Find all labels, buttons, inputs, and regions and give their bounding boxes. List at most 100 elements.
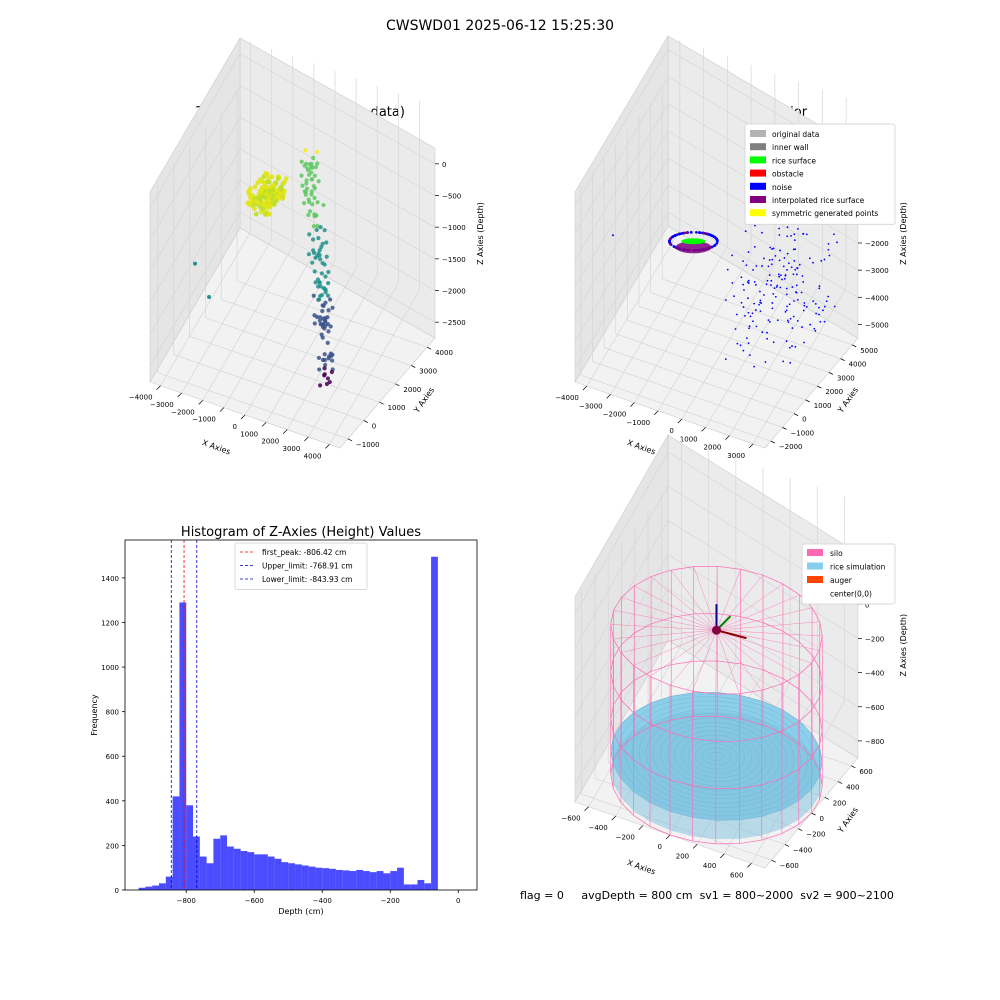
hist-bar [431, 556, 438, 890]
sim-silo-roof-rib [634, 585, 717, 631]
classify-z-gridline-left [574, 76, 669, 233]
classify-noise-point [809, 323, 812, 326]
raw-data-point [325, 321, 331, 327]
raw-data-point [312, 321, 317, 326]
raw-data-point [275, 176, 281, 182]
raw-y-gridline [221, 299, 412, 366]
raw-y-tick-label: 1000 [388, 404, 406, 412]
classify-ring-point [702, 231, 705, 235]
raw-z-tick-label: −2000 [442, 288, 466, 296]
classify-x-gridline [634, 246, 728, 403]
hist-y-tick-label: 200 [106, 842, 119, 850]
raw-data-point [330, 305, 335, 310]
classify-z-axis-label: Z Axies (Depth) [899, 202, 908, 265]
sim-y-tick-label: −200 [806, 831, 825, 839]
raw-x-tick-label: 4000 [304, 452, 322, 460]
classify-noise-point [748, 354, 751, 357]
classify-y-tick [793, 413, 799, 416]
classify-noise-point [800, 291, 803, 294]
classify-x-tick-label: 3000 [727, 452, 745, 460]
raw-z-gridline [239, 116, 436, 228]
raw-data-point [328, 351, 333, 356]
sim-auger-marker [712, 625, 721, 635]
raw-data-point [320, 260, 325, 266]
raw-data-point [306, 197, 311, 202]
classify-noise-point [755, 265, 758, 267]
raw-data-point [314, 213, 319, 218]
raw-z-gridline-left [149, 180, 241, 335]
sim-silo-roof-rib [692, 630, 717, 692]
classify-z-tick-label: −3000 [865, 267, 889, 275]
raw-z-gridline-left [149, 53, 241, 209]
raw-z-tick-label: 0 [442, 161, 446, 169]
raw-y-tick [379, 401, 384, 405]
classify-rice-surface [681, 238, 706, 245]
classify-noise-point [778, 259, 781, 262]
raw-x-tick [325, 444, 330, 449]
classify-noise-point [753, 365, 756, 368]
classify-noise-point [791, 327, 794, 329]
hist-y-axis-label: Frequency [90, 694, 99, 736]
classify-noise-point [778, 234, 781, 236]
sim-legend-label: rice simulation [830, 563, 886, 572]
classify-noise-point [761, 231, 763, 234]
classify-interpolated-surface [675, 241, 712, 254]
status-flag: flag = 0 [520, 889, 564, 902]
classify-noise-point [765, 283, 768, 286]
classify-noise-point [796, 227, 799, 230]
raw-data-point [258, 197, 263, 203]
raw-y-tick-label: 2000 [403, 386, 421, 394]
sim-silo-roof-rib [716, 583, 784, 631]
classify-noise-point [786, 252, 789, 255]
raw-data-point [266, 188, 272, 193]
classify-noise-point [771, 302, 774, 304]
classify-noise-point [812, 300, 815, 303]
status-sv1: sv1 = 800~2000 [699, 889, 794, 902]
raw-y-gridline [205, 317, 396, 385]
sim-silo-roof-rib [671, 569, 717, 631]
raw-data-point [322, 316, 328, 321]
raw-data-point [310, 202, 315, 207]
sim-z-tick-label: 0 [865, 601, 869, 609]
classify-noise-point [796, 266, 798, 269]
hist-bar [410, 884, 418, 890]
classify-noise-point [818, 313, 820, 316]
sim-z-tick-label: −600 [865, 704, 884, 712]
classify-z-tick-label: −4000 [865, 294, 889, 302]
sim-x-tick [747, 863, 752, 868]
classify-noise-point [747, 279, 750, 282]
classify-ring-point [673, 234, 677, 237]
status-avg-depth: avgDepth = 800 cm [581, 889, 693, 902]
raw-x-tick-label: −3000 [150, 401, 174, 409]
classify-noise-point [823, 320, 826, 323]
classify-noise-point [791, 286, 794, 289]
classify-noise-point [796, 298, 799, 301]
hist-bar [254, 854, 262, 890]
raw-data-point [317, 297, 322, 302]
classify-noise-point [770, 263, 773, 266]
classify-noise-point [825, 300, 828, 303]
raw-data-point [318, 225, 323, 230]
classify-noise-point [778, 227, 781, 230]
classify-noise-point [786, 319, 789, 322]
classify-noise-point [785, 287, 788, 290]
sim-silo-roof-rib [621, 597, 717, 631]
sim-silo-roof-rib [650, 576, 717, 631]
classify-y-tick-label: 2000 [825, 388, 843, 396]
raw-x-tick [240, 414, 246, 420]
raw-x-tick [156, 385, 161, 390]
figure-title: CWSWD01 2025-06-12 15:25:30 [385, 18, 615, 34]
raw-data-point [299, 159, 304, 164]
classify-x-tick-label: −1000 [626, 419, 650, 427]
raw-data-point [309, 161, 314, 166]
classify-z-gridline [667, 184, 859, 298]
classify-noise-point [774, 295, 777, 298]
sim-rice-mesh-ring [674, 730, 759, 783]
classify-noise-point [734, 328, 737, 330]
sim-silo-roof-rib [716, 630, 783, 684]
classify-noise-point [773, 287, 776, 289]
classify-ring-point [685, 231, 689, 234]
raw-data-point [314, 149, 320, 154]
classify-noise-point [726, 268, 729, 271]
sim-y-tick [784, 844, 790, 847]
